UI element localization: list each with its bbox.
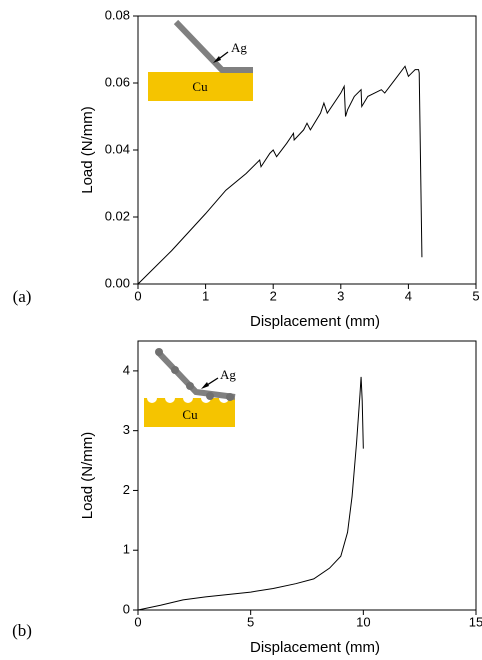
- y-tick-label: 0.02: [105, 208, 130, 223]
- inset-a: Ag Cu: [148, 19, 253, 101]
- y-tick-label: 3: [123, 422, 130, 437]
- plot-frame: [137, 15, 477, 285]
- panel-label: (a): [13, 287, 32, 306]
- panel-label: (b): [12, 621, 32, 640]
- ag-ribbon: [173, 19, 253, 73]
- ag-ribbon: [155, 349, 236, 400]
- inset-label: Cu: [182, 407, 198, 422]
- y-axis-title: Load (N/mm): [79, 432, 96, 520]
- x-tick-label: 0: [134, 288, 141, 303]
- inset-label: Ag: [231, 40, 247, 55]
- x-tick-label: 4: [405, 288, 412, 303]
- x-tick-label: 5: [247, 614, 254, 629]
- data-line: [137, 65, 423, 285]
- x-tick-label: 3: [337, 288, 344, 303]
- y-tick-label: 0.06: [105, 74, 130, 89]
- y-tick-label: 4: [123, 362, 130, 377]
- y-tick-label: 0.08: [105, 7, 130, 22]
- arrow-head: [201, 382, 209, 389]
- y-tick-label: 2: [123, 482, 130, 497]
- x-tick-label: 5: [472, 288, 479, 303]
- plot-frame: [137, 340, 477, 611]
- y-tick-label: 0.04: [105, 141, 130, 156]
- data-line: [137, 376, 364, 611]
- x-tick-label: 2: [270, 288, 277, 303]
- y-axis-title: Load (N/mm): [79, 106, 96, 194]
- arrow-head: [213, 56, 221, 63]
- y-tick-label: 0: [123, 601, 130, 616]
- x-tick-label: 0: [134, 614, 141, 629]
- inset-label: Cu: [192, 79, 208, 94]
- cu-block: [144, 398, 235, 427]
- ag-particles: [155, 348, 234, 401]
- x-tick-label: 15: [469, 614, 482, 629]
- inset-b: Ag Cu: [144, 348, 236, 427]
- y-tick-label: 0.00: [105, 275, 130, 290]
- x-tick-label: 10: [356, 614, 370, 629]
- y-tick-label: 1: [123, 542, 130, 557]
- x-axis-title: Displacement (mm): [250, 639, 380, 656]
- cu-block: [148, 72, 253, 101]
- x-tick-label: 1: [202, 288, 209, 303]
- x-axis-title: Displacement (mm): [250, 313, 380, 330]
- inset-label: Ag: [220, 367, 236, 382]
